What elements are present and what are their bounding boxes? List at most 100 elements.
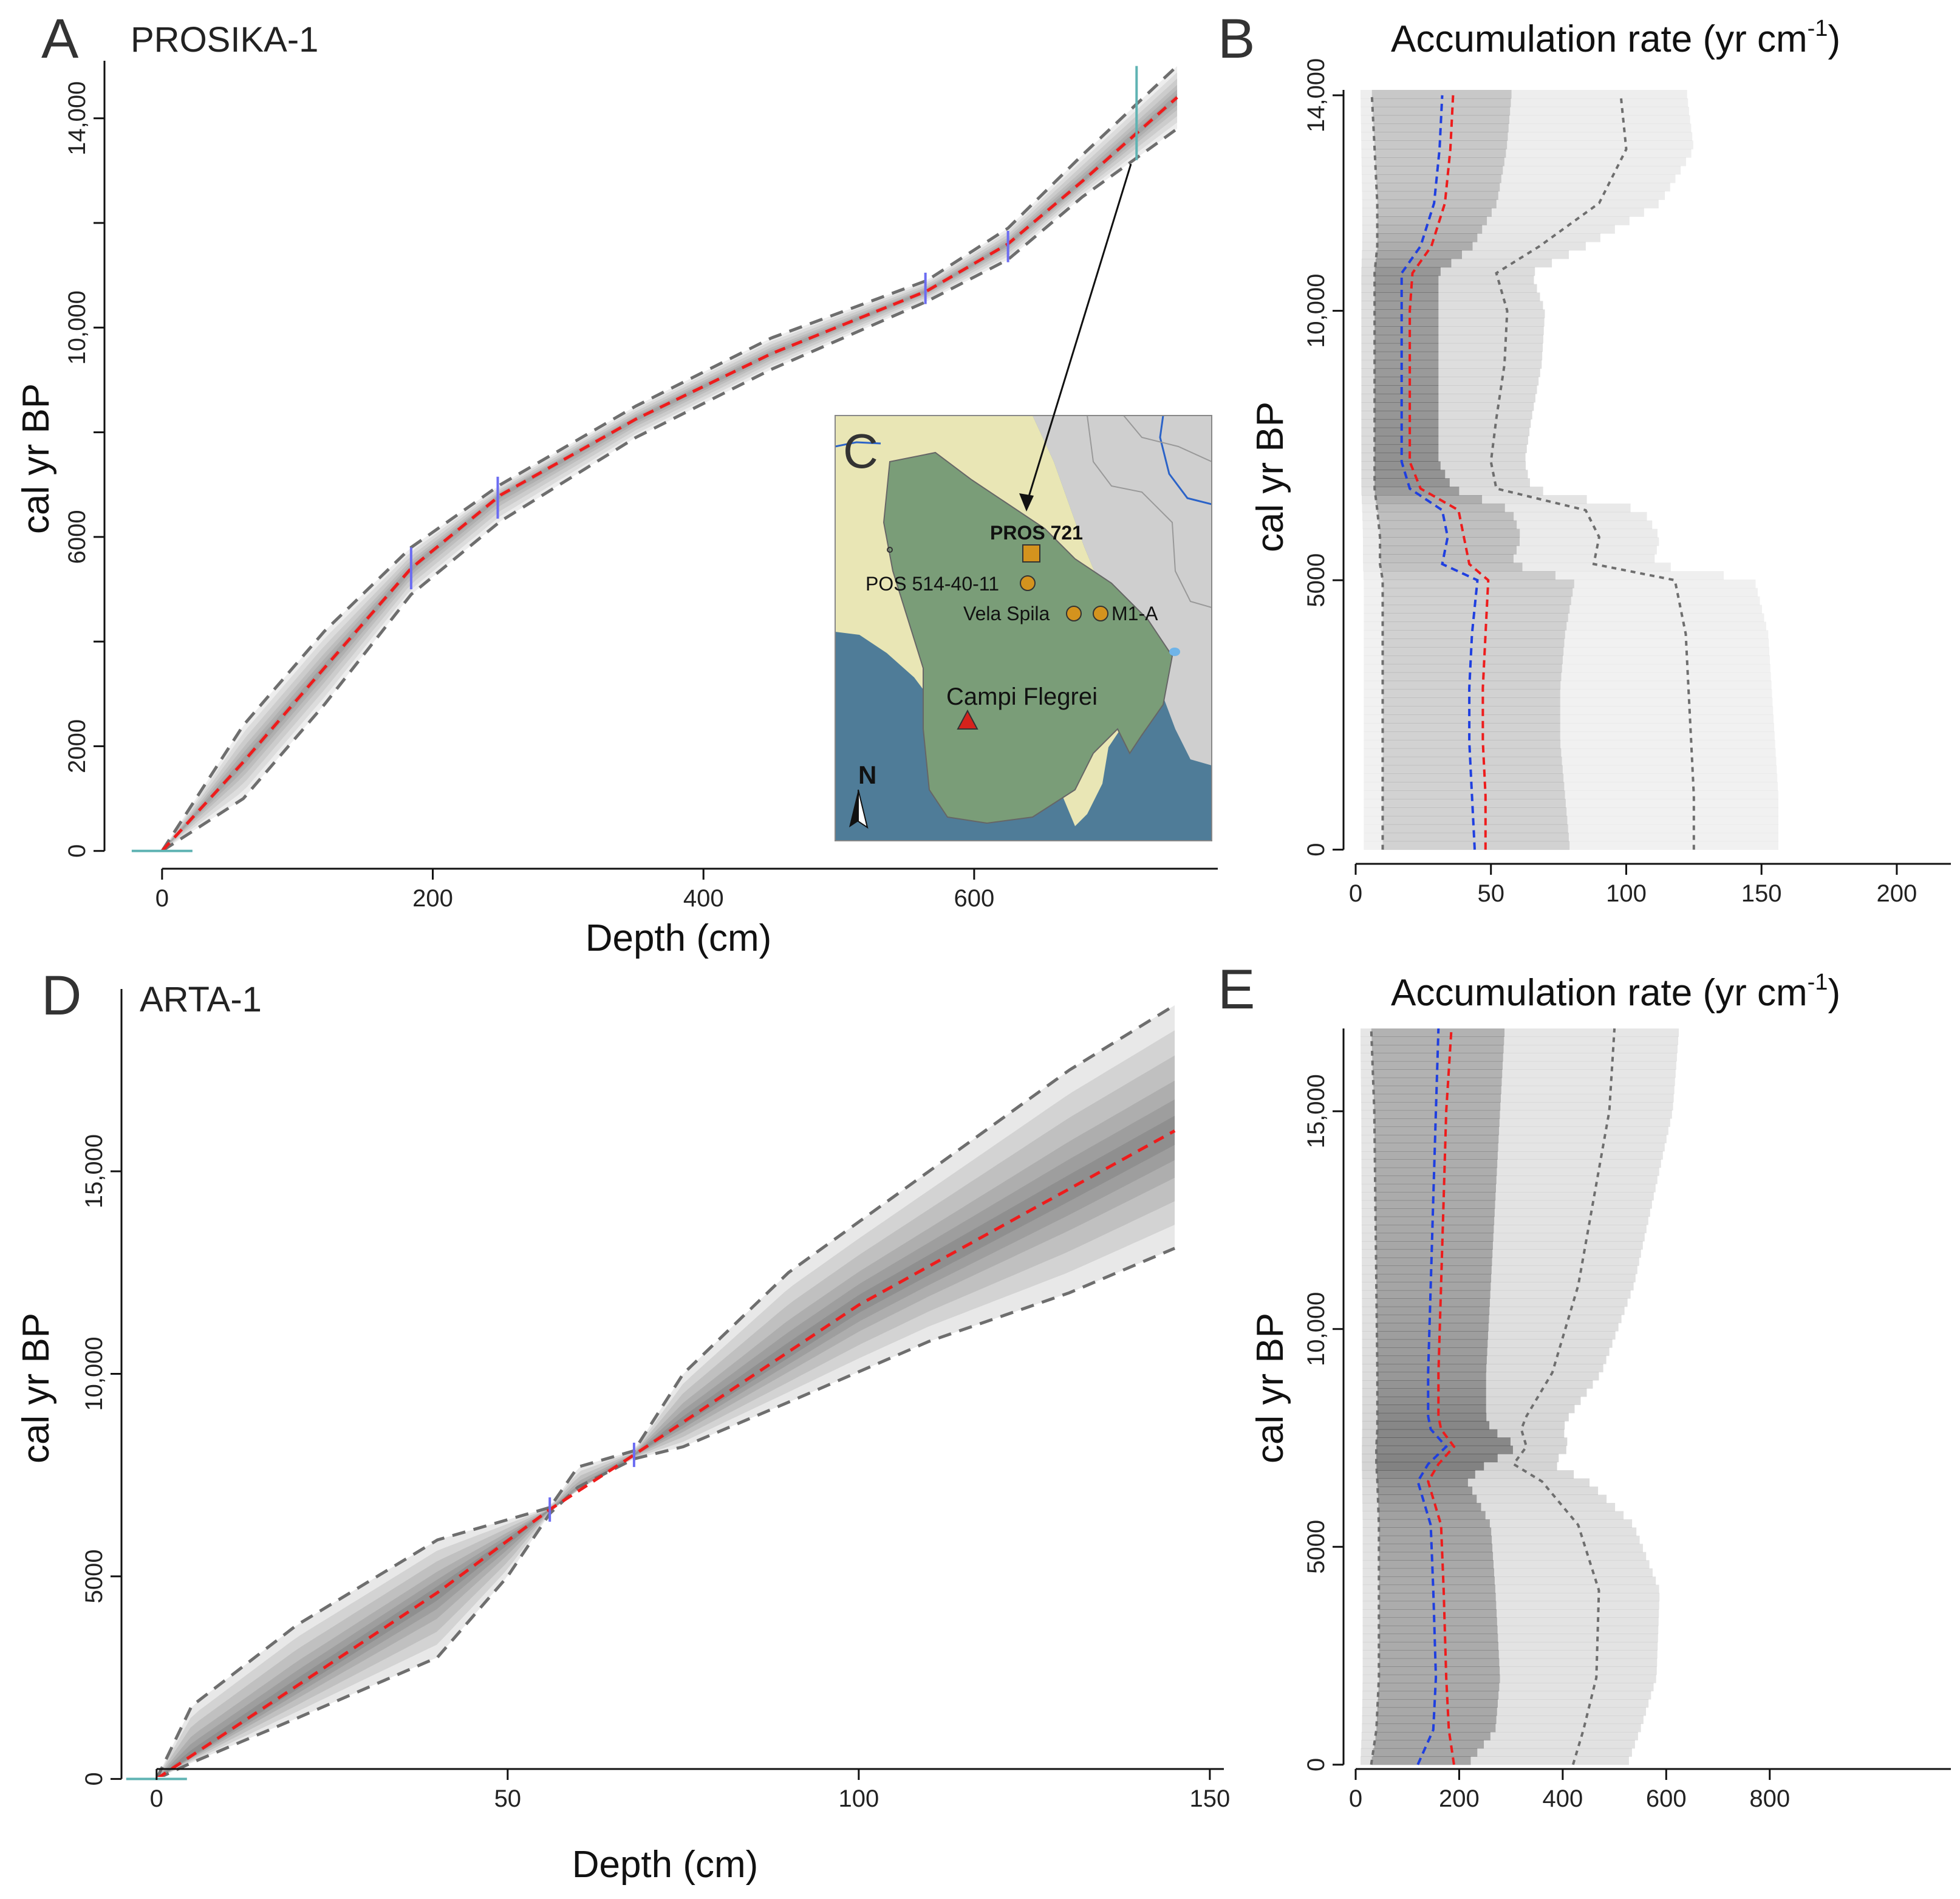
density-core [1377, 1478, 1468, 1487]
density-core [1382, 739, 1561, 749]
density-core [1379, 1544, 1493, 1553]
density-core [1382, 706, 1560, 715]
label-campi-flegrei: Campi Flegrei [946, 683, 1098, 710]
density-core [1375, 1225, 1494, 1234]
density-strip [1364, 604, 1762, 614]
density-core [1374, 318, 1439, 327]
density-strip [1361, 115, 1690, 125]
density-core [1376, 1233, 1494, 1242]
density-core [1378, 1699, 1498, 1708]
core-marker-vela-spila [1066, 606, 1082, 621]
density-core [1377, 191, 1498, 200]
density-core [1375, 166, 1503, 175]
density-strip [1362, 208, 1644, 217]
density-core [1377, 1364, 1487, 1373]
x-tick-label: 0 [1349, 880, 1362, 907]
density-strip [1361, 140, 1693, 149]
north-arrow-icon [858, 789, 869, 829]
density-core [1378, 512, 1514, 521]
density-strip [1362, 1298, 1628, 1307]
y-tick-label: 0 [81, 1772, 108, 1785]
density-core [1376, 1315, 1489, 1324]
density-strip [1362, 1462, 1557, 1471]
density-core [1374, 301, 1439, 310]
y-tick-label: 6000 [64, 510, 90, 564]
core-marker-pros-721 [1022, 544, 1040, 563]
y-tick-label: 2000 [64, 719, 90, 773]
density-strip [1361, 1183, 1656, 1192]
density-core [1382, 689, 1560, 698]
x-tick-label: 50 [494, 1785, 522, 1812]
density-core [1382, 604, 1570, 614]
density-core [1382, 714, 1560, 724]
density-strip [1361, 284, 1537, 293]
density-strip [1364, 579, 1756, 589]
axes-b: 0 50 100 150 200 0 5000 10,000 14,000 [1303, 58, 1951, 907]
core-name-prosika: PROSIKA-1 [131, 20, 318, 60]
density-core [1374, 470, 1446, 479]
panel-a-age-depth-prosika: A PROSIKA-1 0 200 400 60002000600010,00014,… [15, 8, 1218, 959]
panel-letter-c: C [843, 424, 878, 478]
density-strip [1364, 587, 1758, 597]
density-strip [1361, 132, 1693, 141]
x-tick-label: 600 [954, 885, 995, 912]
y-tick-label: 10,000 [1303, 273, 1330, 347]
x-tick-label: 200 [412, 885, 453, 912]
density-core [1382, 579, 1574, 589]
density-core [1382, 638, 1565, 648]
age-model-density-band [162, 66, 1178, 851]
density-core [1379, 1666, 1500, 1675]
density-core [1376, 1723, 1496, 1733]
density-core [1374, 1126, 1500, 1135]
y-tick-label: 5000 [1303, 1520, 1330, 1574]
density-core [1374, 402, 1439, 411]
density-core [1375, 1175, 1497, 1185]
density-core [1374, 453, 1439, 462]
density-strip [1364, 714, 1774, 724]
density-core [1377, 1429, 1498, 1438]
density-strip [1362, 1470, 1574, 1479]
x-tick-label: 200 [1439, 1785, 1480, 1812]
density-strip [1362, 1412, 1569, 1422]
density-strip [1362, 1290, 1631, 1299]
upper-95-line [1489, 95, 1695, 850]
density-core [1374, 326, 1439, 335]
density-strip [1362, 520, 1653, 530]
density-core [1377, 242, 1473, 251]
density-strip [1361, 1077, 1675, 1086]
density-core [1376, 1290, 1490, 1299]
density-strip [1364, 832, 1779, 842]
density-core [1374, 419, 1439, 428]
density-strip [1361, 1110, 1672, 1119]
density-core [1374, 1110, 1500, 1119]
x-tick-label: 150 [1190, 1785, 1231, 1812]
density-core [1377, 1372, 1486, 1381]
density-core [1375, 1731, 1490, 1740]
density-core [1377, 1355, 1487, 1364]
map-body: PROS 721 POS 514-40-11 Vela Spila M1-A C… [835, 416, 1212, 841]
density-strip [1362, 250, 1569, 259]
density-core [1379, 1584, 1495, 1593]
density-core [1380, 554, 1514, 563]
density-core [1382, 832, 1569, 842]
panel-e-accumulation-arta: E Accumulation rate (yr cm-1) 0 200 400 600… [1218, 959, 1951, 1812]
density-core [1376, 1445, 1513, 1454]
density-strip [1364, 731, 1775, 741]
x-axis-label-a: Depth (cm) [586, 917, 772, 959]
density-core [1380, 546, 1517, 555]
density-core [1382, 655, 1563, 665]
density-strip [1362, 529, 1658, 538]
density-strip [1361, 1102, 1673, 1111]
density-core [1372, 98, 1511, 108]
density-strip [1362, 1601, 1659, 1610]
density-core [1382, 790, 1565, 799]
y-tick-label: 10,000 [64, 290, 90, 364]
accumulation-lines [1370, 95, 1695, 850]
density-strip [1362, 1625, 1659, 1634]
y-axis-label-e: cal yr BP [1249, 1313, 1291, 1463]
map-frame [835, 415, 1212, 841]
density-strip [1362, 1454, 1559, 1463]
density-strip [1362, 1421, 1565, 1430]
density-strip [1364, 807, 1779, 816]
